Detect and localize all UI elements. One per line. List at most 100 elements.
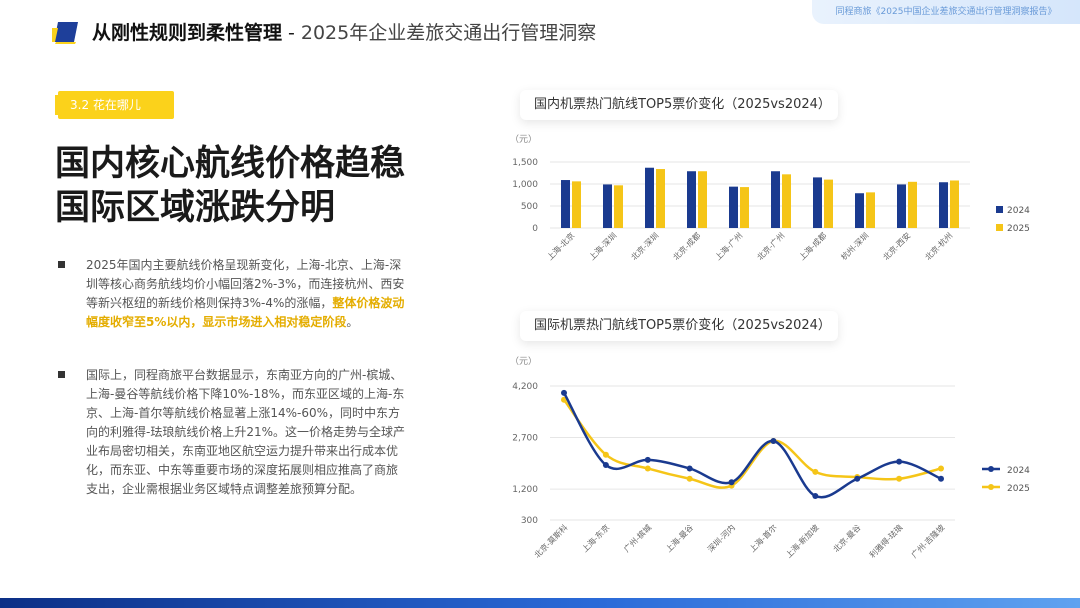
y-tick-label: 0: [532, 224, 538, 234]
legend-label-2024: 2024: [1007, 206, 1030, 216]
x-tick-label: 北京-莫斯科: [532, 522, 569, 559]
legend-swatch-2024: [996, 206, 1003, 213]
y-tick-label: 300: [521, 516, 538, 526]
bar-2024-2: [603, 184, 612, 228]
bar-2024-7: [813, 177, 822, 228]
header-title-sub: 2025年企业差旅交通出行管理洞察: [300, 22, 597, 44]
headline: 国内核心航线价格趋稳 国际区域涨跌分明: [55, 142, 405, 230]
x-tick-label: 广州-槟城: [621, 522, 653, 554]
x-tick-label: 上海-北京: [545, 230, 577, 262]
bar-2024-6: [771, 171, 780, 228]
x-tick-label: 广州-吉隆坡: [909, 522, 946, 559]
point-2024-8: [854, 475, 861, 482]
header-separator: -: [288, 22, 295, 44]
bar-2025-6: [782, 174, 791, 228]
legend-label-2025: 2025: [1007, 484, 1030, 494]
bar-2025-8: [866, 192, 875, 228]
x-tick-label: 北京-西安: [881, 230, 913, 262]
bar-2025-3: [656, 169, 665, 228]
x-tick-label: 上海-广州: [713, 230, 745, 262]
x-tick-label: 北京-广州: [755, 230, 787, 262]
bottom-accent-bar: [0, 598, 1080, 608]
x-tick-label: 北京-成都: [671, 230, 703, 262]
y-tick-label: 2,700: [512, 434, 538, 444]
x-tick-label: 上海-曼谷: [663, 522, 695, 554]
point-2025-9: [896, 475, 903, 482]
point-2024-2: [602, 462, 609, 469]
header-title-bold: 从刚性规则到柔性管理: [92, 22, 283, 44]
x-tick-label: 上海-东京: [580, 522, 612, 554]
bar-2025-7: [824, 179, 833, 228]
point-2025-2: [602, 451, 609, 458]
x-tick-label: 北京-深圳: [629, 230, 661, 262]
point-2024-3: [644, 456, 651, 463]
legend-marker-2024: [988, 466, 994, 472]
series-line-2024: [562, 392, 942, 499]
logo-icon: [52, 22, 78, 44]
bar-2024-1: [561, 180, 570, 228]
bullet-text: 2025年国内主要航线价格呈现新变化，上海-北京、上海-深圳等核心商务航线均价小…: [86, 256, 408, 332]
bullet-highlight: 整体价格波动幅度收窄至5%以内，显示市场进入相对稳定阶段: [86, 296, 405, 329]
bar-2025-2: [614, 185, 623, 228]
bar-2024-8: [855, 193, 864, 228]
point-2025-10: [938, 465, 944, 472]
y-axis-unit: （元）: [510, 134, 537, 145]
chart-title-domestic: 国内机票热门航线TOP5票价变化（2025vs2024）: [520, 90, 838, 120]
series-line-2025: [563, 398, 942, 489]
x-tick-label: 上海-首尔: [747, 522, 779, 554]
chart-title-international: 国际机票热门航线TOP5票价变化（2025vs2024）: [520, 311, 838, 341]
point-2024-1: [561, 389, 567, 396]
y-tick-label: 1,200: [512, 485, 538, 495]
x-tick-label: 北京-杭州: [923, 230, 955, 262]
y-tick-label: 1,500: [512, 158, 538, 168]
point-2024-10: [938, 475, 944, 482]
bar-2025-1: [572, 181, 581, 228]
bar-2024-9: [897, 184, 906, 228]
legend-swatch-2025: [996, 224, 1003, 231]
headline-line-1: 国内核心航线价格趋稳: [55, 144, 406, 184]
point-2024-7: [812, 492, 819, 499]
legend-label-2025: 2025: [1007, 224, 1030, 234]
point-2024-4: [686, 465, 693, 472]
y-axis-unit: （元）: [510, 356, 537, 367]
bullet-text: 国际上，同程商旅平台数据显示，东南亚方向的广州-槟城、上海-曼谷等航线价格下降1…: [86, 368, 406, 496]
bullet-body: 2025年国内主要航线价格呈现新变化，上海-北京、上海-深圳等核心商务航线均价小…: [86, 258, 405, 310]
bar-2025-4: [698, 171, 707, 228]
headline-line-2: 国际区域涨跌分明: [55, 188, 336, 228]
x-tick-label: 深圳-河内: [705, 522, 737, 554]
bullet-square-icon: [58, 261, 65, 268]
report-source-tag: 同程商旅《2025中国企业差旅交通出行管理洞察报告》: [812, 0, 1080, 24]
y-tick-label: 4,200: [512, 382, 538, 392]
bar-2024-5: [729, 186, 738, 228]
bullet-domestic: 2025年国内主要航线价格呈现新变化，上海-北京、上海-深圳等核心商务航线均价小…: [58, 256, 408, 332]
legend-marker-2025: [988, 484, 994, 490]
x-tick-label: 上海-成都: [797, 230, 829, 262]
bullet-square-icon: [58, 371, 65, 378]
x-tick-label: 杭州-深圳: [839, 230, 871, 262]
bar-2024-10: [939, 182, 948, 228]
point-2025-7: [812, 468, 819, 475]
bullet-international: 国际上，同程商旅平台数据显示，东南亚方向的广州-槟城、上海-曼谷等航线价格下降1…: [58, 366, 408, 499]
bullet-tail: 。: [346, 315, 359, 329]
point-2024-5: [728, 479, 735, 486]
x-tick-label: 上海-深圳: [587, 230, 619, 262]
y-tick-label: 1,000: [512, 180, 538, 190]
y-tick-label: 500: [521, 202, 538, 212]
bar-2024-3: [645, 167, 654, 228]
x-tick-label: 北京-曼谷: [831, 522, 863, 554]
legend-label-2024: 2024: [1007, 466, 1030, 476]
x-tick-label: 利雅得-珐琅: [867, 522, 904, 559]
section-tag: 3.2 花在哪儿: [55, 91, 174, 119]
bar-2025-5: [740, 187, 749, 228]
point-2024-9: [896, 458, 903, 465]
bar-2025-9: [908, 181, 917, 228]
x-tick-label: 上海-新加坡: [783, 522, 820, 559]
point-2025-4: [686, 475, 693, 482]
point-2024-6: [770, 437, 777, 444]
bar-2024-4: [687, 171, 696, 228]
point-2025-3: [644, 465, 651, 472]
bar-2025-10: [950, 180, 959, 228]
page-header-title: 从刚性规则到柔性管理 -2025年企业差旅交通出行管理洞察: [92, 18, 596, 45]
